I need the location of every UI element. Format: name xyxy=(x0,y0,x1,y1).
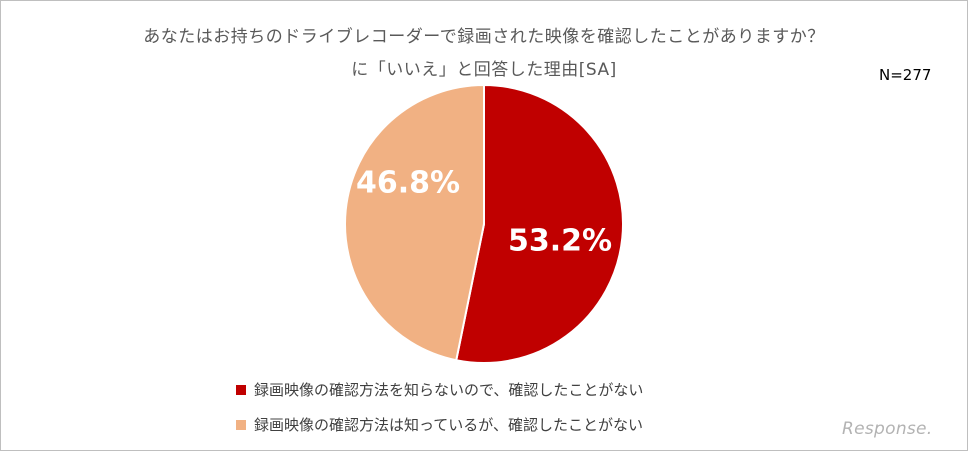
legend-item-2: 録画映像の確認方法は知っているが、確認したことがない xyxy=(236,414,643,435)
response-logo-watermark: Response. xyxy=(842,419,933,439)
legend-swatch-1 xyxy=(236,384,246,395)
pie-slice-1 xyxy=(455,83,624,364)
legend-item-1: 録画映像の確認方法を知らないので、確認したことがない xyxy=(236,379,643,400)
legend-label-1: 録画映像の確認方法を知らないので、確認したことがない xyxy=(254,381,644,399)
chart-title-line-2: に「いいえ」と回答した理由[SA] xyxy=(351,60,617,80)
chart-title-line-1: あなたはお持ちのドライブレコーダーで録画された映像を確認したことがありますか？ xyxy=(143,27,825,47)
pie-slice-label-1: 53.2% xyxy=(508,224,612,259)
legend-swatch-2 xyxy=(236,419,246,430)
sample-size-label: N=277 xyxy=(879,66,932,84)
pie-slice-2 xyxy=(344,83,485,362)
legend-label-2: 録画映像の確認方法は知っているが、確認したことがない xyxy=(254,416,643,434)
pie-slice-label-2: 46.8% xyxy=(356,166,460,201)
